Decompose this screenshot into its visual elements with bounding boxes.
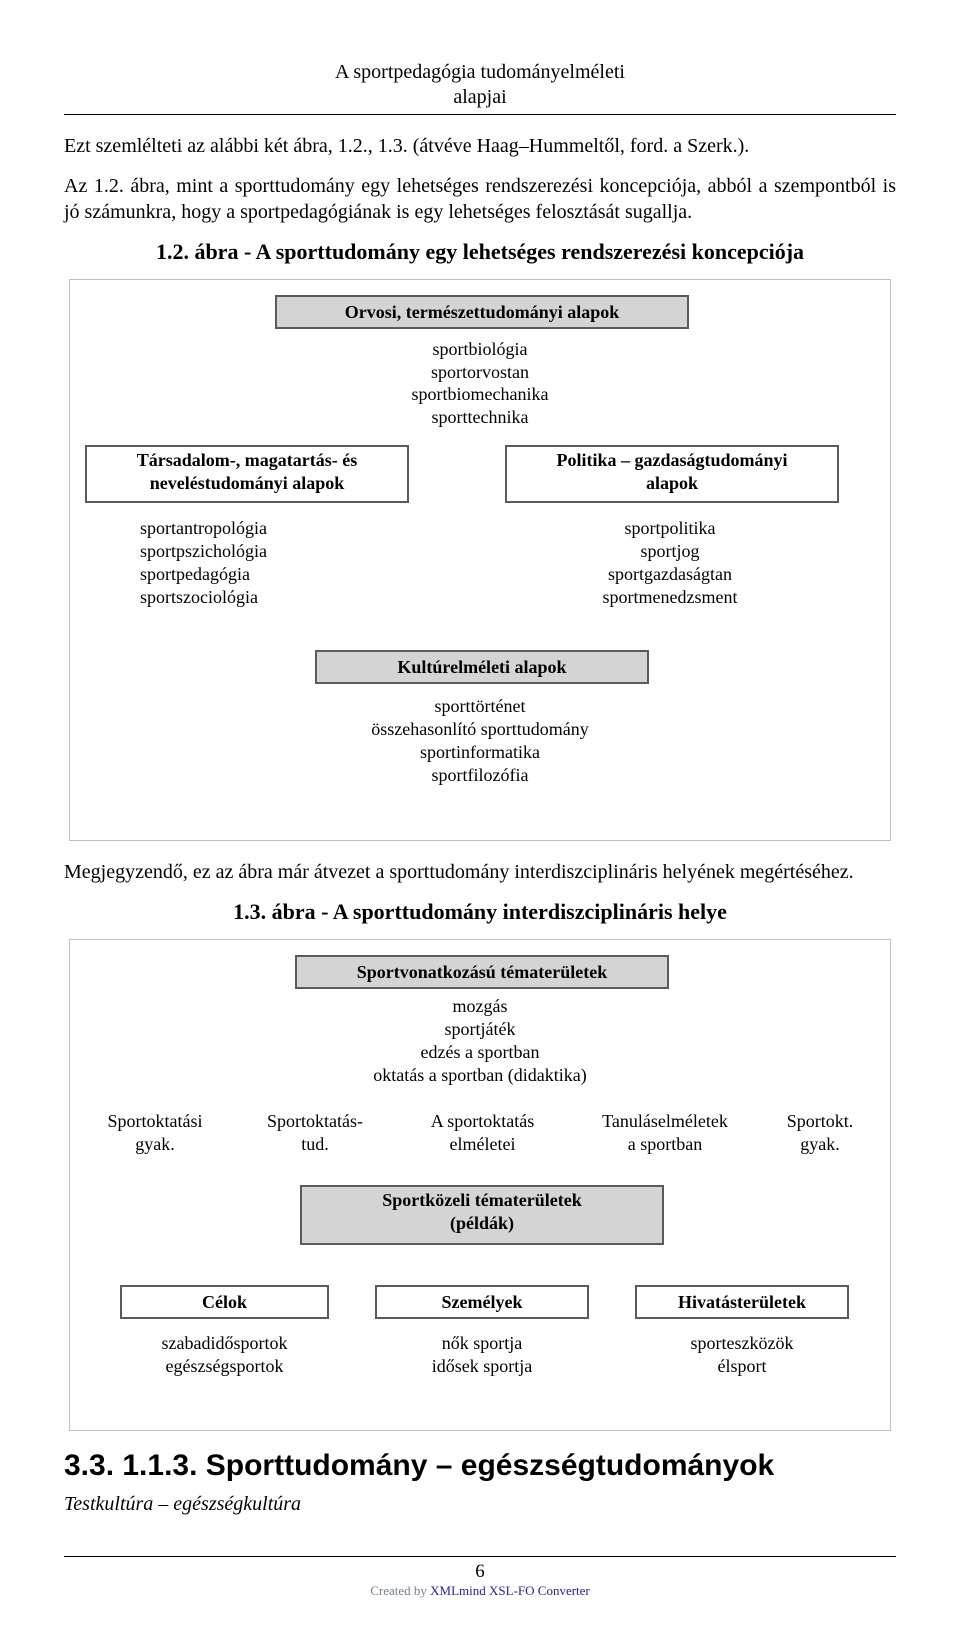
fig13-bcol0-l2: egészségsportok — [120, 1355, 329, 1378]
paragraph-2: Az 1.2. ábra, mint a sporttudomány egy l… — [64, 173, 896, 225]
fig13-title: 1.3. ábra - A sporttudomány interdiszcip… — [64, 899, 896, 925]
page-header: A sportpedagógia tudományelméleti alapja… — [64, 60, 896, 110]
footer-created: Created by XMLmind XSL-FO Converter — [64, 1583, 896, 1599]
fig13-top-stack-0: mozgás — [70, 995, 890, 1018]
fig13-mid-b: (példák) — [302, 1212, 662, 1235]
fig13-bbox-1: Személyek — [375, 1285, 589, 1319]
fig13-col0-l2: gyak. — [75, 1133, 235, 1156]
footer-page-no: 6 — [64, 1561, 896, 1583]
fig13-top-stack-3: oktatás a sportban (didaktika) — [70, 1064, 890, 1087]
footer-link: XMLmind XSL-FO Converter — [430, 1583, 590, 1598]
fig12-title: 1.2. ábra - A sporttudomány egy lehetség… — [64, 239, 896, 265]
fig13-mid-a: Sportközeli tématerületek — [302, 1189, 662, 1212]
fig13-bcol1-l2: idősek sportja — [375, 1355, 589, 1378]
fig13-col0-l1: Sportoktatási — [75, 1110, 235, 1133]
fig13-bbox-2: Hivatásterületek — [635, 1285, 849, 1319]
fig13-col1-l2: tud. — [235, 1133, 395, 1156]
fig13-bcol-1: nők sportja idősek sportja — [375, 1332, 589, 1378]
fig13-bcol1-l1: nők sportja — [375, 1332, 589, 1355]
fig13-container: Sportvonatkozású tématerületek mozgás sp… — [69, 939, 891, 1431]
fig13-col4-l2: gyak. — [760, 1133, 880, 1156]
fig13-col-1: Sportoktatás- tud. — [235, 1110, 395, 1156]
fig13-col-4: Sportokt. gyak. — [760, 1110, 880, 1156]
fig12-container: Orvosi, természettudományi alapok sportb… — [69, 279, 891, 841]
fig13-bcol2-l1: sporteszközök — [635, 1332, 849, 1355]
fig13-bcol-2: sporteszközök élsport — [635, 1332, 849, 1378]
fig13-col-2: A sportoktatás elméletei — [395, 1110, 570, 1156]
fig13-col-3: Tanuláselméletek a sportban — [570, 1110, 760, 1156]
header-line1: A sportpedagógia tudományelméleti — [335, 61, 625, 83]
section-head: 3.3. 1.1.3. Sporttudomány – egészségtudo… — [64, 1449, 896, 1483]
fig13-col1-l1: Sportoktatás- — [235, 1110, 395, 1133]
fig13-col2-l2: elméletei — [395, 1133, 570, 1156]
fig13-bcol0-l1: szabadidősportok — [120, 1332, 329, 1355]
fig13-col-0: Sportoktatási gyak. — [75, 1110, 235, 1156]
footer-created-text: Created by — [370, 1583, 430, 1598]
fig13-top-stack-2: edzés a sportban — [70, 1041, 890, 1064]
paragraph-1: Ezt szemlélteti az alábbi két ábra, 1.2.… — [64, 133, 896, 159]
fig13-col4-l1: Sportokt. — [760, 1110, 880, 1133]
section-sub: Testkultúra – egészségkultúra — [64, 1493, 896, 1516]
fig13-col3-l2: a sportban — [570, 1133, 760, 1156]
fig12-bracket-svg — [70, 280, 890, 840]
footer-rule — [64, 1556, 896, 1557]
fig13-bcol2-l2: élsport — [635, 1355, 849, 1378]
fig13-top-stack-1: sportjáték — [70, 1018, 890, 1041]
fig13-bbox-0: Célok — [120, 1285, 329, 1319]
fig13-col3-l1: Tanuláselméletek — [570, 1110, 760, 1133]
fig13-col2-l1: A sportoktatás — [395, 1110, 570, 1133]
header-rule — [64, 114, 896, 115]
fig13-top-stack: mozgás sportjáték edzés a sportban oktat… — [70, 995, 890, 1087]
fig13-top-box: Sportvonatkozású tématerületek — [295, 955, 669, 989]
fig13-bcol-0: szabadidősportok egészségsportok — [120, 1332, 329, 1378]
fig13-mid-box: Sportközeli tématerületek (példák) — [300, 1185, 664, 1245]
paragraph-3: Megjegyzendő, ez az ábra már átvezet a s… — [64, 859, 896, 885]
footer: 6 Created by XMLmind XSL-FO Converter — [64, 1561, 896, 1599]
header-line2: alapjai — [453, 86, 506, 108]
